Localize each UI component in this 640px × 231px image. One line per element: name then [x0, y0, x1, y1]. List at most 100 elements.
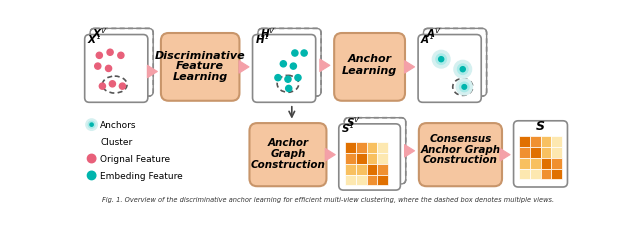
Circle shape [280, 61, 287, 68]
Bar [367, 143, 378, 153]
Bar [541, 169, 551, 179]
Text: Construction: Construction [423, 155, 498, 165]
Circle shape [292, 51, 298, 57]
Bar [541, 137, 551, 147]
Circle shape [119, 84, 125, 90]
Bar [378, 164, 388, 175]
Circle shape [95, 64, 101, 70]
Bar [519, 137, 530, 147]
Text: Anchor: Anchor [268, 138, 308, 148]
Bar [519, 169, 530, 179]
FancyBboxPatch shape [90, 29, 153, 97]
Bar [378, 153, 388, 164]
Text: Learning: Learning [173, 72, 228, 82]
Text: $\boldsymbol{S}^V$: $\boldsymbol{S}^V$ [346, 115, 362, 129]
Text: Anchor: Anchor [348, 54, 392, 64]
FancyBboxPatch shape [339, 124, 401, 190]
Text: Consensus: Consensus [429, 133, 492, 143]
Bar [530, 147, 541, 158]
Text: Anchors: Anchors [100, 121, 136, 130]
Bar [356, 175, 367, 186]
Circle shape [285, 86, 292, 92]
Circle shape [88, 171, 96, 180]
Bar [367, 175, 378, 186]
Text: Discriminative: Discriminative [155, 50, 246, 60]
Bar [356, 164, 367, 175]
Circle shape [454, 61, 471, 78]
Text: $\boldsymbol{X}^1$: $\boldsymbol{X}^1$ [87, 32, 102, 46]
Circle shape [433, 52, 450, 68]
Circle shape [462, 85, 467, 90]
Text: Construction: Construction [250, 159, 325, 169]
Bar [367, 153, 378, 164]
Circle shape [88, 155, 96, 163]
Text: Cluster: Cluster [100, 137, 132, 146]
Circle shape [99, 84, 106, 90]
Text: Graph: Graph [270, 149, 306, 158]
Bar [541, 158, 551, 169]
Text: Anchor Graph: Anchor Graph [420, 144, 500, 154]
Circle shape [96, 53, 102, 59]
Circle shape [460, 83, 469, 92]
Bar [551, 147, 562, 158]
FancyBboxPatch shape [334, 34, 405, 101]
FancyBboxPatch shape [84, 35, 148, 103]
Bar [530, 169, 541, 179]
Text: Orignal Feature: Orignal Feature [100, 154, 170, 163]
Bar [551, 137, 562, 147]
Text: $\boldsymbol{A}^V$: $\boldsymbol{A}^V$ [426, 26, 442, 40]
Text: Fig. 1. Overview of the discriminative anchor learning for efficient multi-view : Fig. 1. Overview of the discriminative a… [102, 196, 554, 202]
Circle shape [88, 122, 95, 128]
Circle shape [275, 75, 281, 81]
Bar [345, 175, 356, 186]
Bar [378, 143, 388, 153]
Bar [345, 143, 356, 153]
Circle shape [109, 81, 115, 88]
Circle shape [456, 80, 472, 95]
Bar [551, 169, 562, 179]
FancyBboxPatch shape [258, 29, 321, 97]
FancyBboxPatch shape [161, 34, 239, 101]
FancyBboxPatch shape [250, 124, 326, 186]
Circle shape [436, 55, 446, 65]
Bar [519, 147, 530, 158]
Circle shape [90, 124, 93, 127]
Circle shape [86, 120, 97, 131]
Bar [519, 158, 530, 169]
Bar [530, 137, 541, 147]
Text: $\boldsymbol{A}^1$: $\boldsymbol{A}^1$ [420, 32, 435, 46]
Bar [530, 158, 541, 169]
Bar [345, 164, 356, 175]
Bar [541, 147, 551, 158]
FancyBboxPatch shape [513, 121, 568, 187]
FancyBboxPatch shape [344, 118, 406, 184]
FancyBboxPatch shape [253, 35, 316, 103]
Circle shape [106, 66, 111, 72]
Text: $\boldsymbol{S}^1$: $\boldsymbol{S}^1$ [341, 121, 355, 135]
Circle shape [458, 65, 468, 75]
Bar [378, 175, 388, 186]
Bar [356, 153, 367, 164]
Text: $\boldsymbol{H}^V$: $\boldsymbol{H}^V$ [260, 26, 276, 40]
FancyBboxPatch shape [419, 124, 502, 186]
Bar [551, 158, 562, 169]
Circle shape [301, 51, 307, 57]
Bar [345, 153, 356, 164]
Bar [356, 143, 367, 153]
Bar [367, 164, 378, 175]
Circle shape [291, 64, 296, 70]
Circle shape [438, 57, 444, 62]
Text: $\boldsymbol{H}^1$: $\boldsymbol{H}^1$ [255, 32, 269, 46]
Circle shape [285, 77, 291, 83]
Text: Learning: Learning [342, 66, 397, 76]
Circle shape [118, 53, 124, 59]
Text: $\boldsymbol{S}$: $\boldsymbol{S}$ [536, 120, 546, 133]
Circle shape [107, 50, 113, 56]
Text: Embeding Feature: Embeding Feature [100, 171, 183, 180]
Text: $\boldsymbol{X}^V$: $\boldsymbol{X}^V$ [92, 26, 108, 40]
FancyBboxPatch shape [424, 29, 486, 97]
FancyBboxPatch shape [418, 35, 481, 103]
Text: Feature: Feature [176, 61, 224, 71]
Circle shape [295, 75, 301, 81]
Circle shape [460, 67, 465, 72]
